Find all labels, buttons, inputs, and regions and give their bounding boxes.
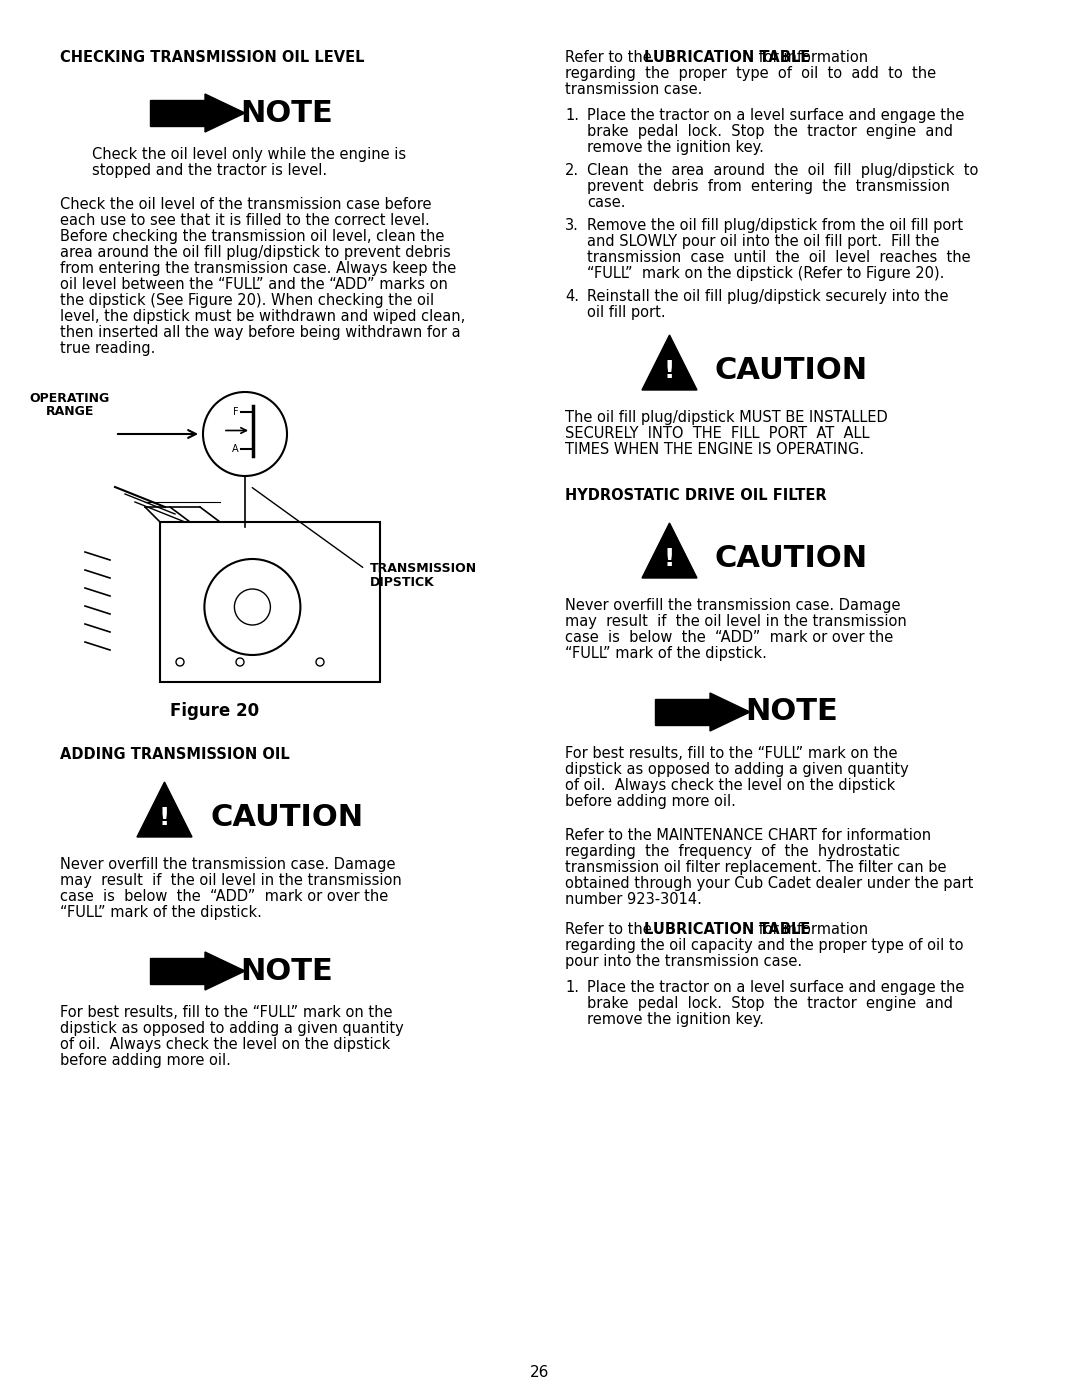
Text: remove the ignition key.: remove the ignition key. — [588, 140, 764, 155]
Text: 1.: 1. — [565, 108, 579, 123]
Text: Refer to the: Refer to the — [565, 922, 657, 937]
Text: 4.: 4. — [565, 289, 579, 305]
Polygon shape — [642, 335, 697, 390]
Text: and SLOWLY pour oil into the oil fill port.  Fill the: and SLOWLY pour oil into the oil fill po… — [588, 235, 940, 249]
Text: dipstick as opposed to adding a given quantity: dipstick as opposed to adding a given qu… — [565, 761, 908, 777]
Text: 3.: 3. — [565, 218, 579, 233]
Text: “FULL” mark of the dipstick.: “FULL” mark of the dipstick. — [60, 905, 261, 921]
Text: Refer to the MAINTENANCE CHART for information: Refer to the MAINTENANCE CHART for infor… — [565, 828, 931, 842]
Text: Check the oil level only while the engine is: Check the oil level only while the engin… — [92, 147, 406, 162]
Bar — [150, 958, 205, 983]
Text: number 923-3014.: number 923-3014. — [565, 893, 702, 907]
Bar — [150, 101, 205, 126]
Text: for information: for information — [754, 922, 868, 937]
Text: Place the tractor on a level surface and engage the: Place the tractor on a level surface and… — [588, 981, 964, 995]
Text: of oil.  Always check the level on the dipstick: of oil. Always check the level on the di… — [565, 778, 895, 793]
Text: Before checking the transmission oil level, clean the: Before checking the transmission oil lev… — [60, 229, 444, 244]
Text: OPERATING: OPERATING — [30, 393, 110, 405]
Text: NOTE: NOTE — [240, 957, 333, 985]
Text: area around the oil fill plug/dipstick to prevent debris: area around the oil fill plug/dipstick t… — [60, 244, 450, 260]
Text: oil fill port.: oil fill port. — [588, 305, 665, 320]
Text: 1.: 1. — [565, 981, 579, 995]
Text: TIMES WHEN THE ENGINE IS OPERATING.: TIMES WHEN THE ENGINE IS OPERATING. — [565, 441, 864, 457]
Text: dipstick as opposed to adding a given quantity: dipstick as opposed to adding a given qu… — [60, 1021, 404, 1037]
Text: regarding the oil capacity and the proper type of oil to: regarding the oil capacity and the prope… — [565, 937, 963, 953]
Text: before adding more oil.: before adding more oil. — [565, 793, 735, 809]
Polygon shape — [137, 782, 192, 837]
Text: brake  pedal  lock.  Stop  the  tractor  engine  and: brake pedal lock. Stop the tractor engin… — [588, 124, 953, 138]
Text: HYDROSTATIC DRIVE OIL FILTER: HYDROSTATIC DRIVE OIL FILTER — [565, 488, 826, 503]
Text: the dipstick (See Figure 20). When checking the oil: the dipstick (See Figure 20). When check… — [60, 293, 434, 307]
Text: The oil fill plug/dipstick MUST BE INSTALLED: The oil fill plug/dipstick MUST BE INSTA… — [565, 409, 888, 425]
Text: prevent  debris  from  entering  the  transmission: prevent debris from entering the transmi… — [588, 179, 950, 194]
Text: Never overfill the transmission case. Damage: Never overfill the transmission case. Da… — [60, 856, 395, 872]
Text: transmission  case  until  the  oil  level  reaches  the: transmission case until the oil level re… — [588, 250, 971, 265]
Text: stopped and the tractor is level.: stopped and the tractor is level. — [92, 163, 327, 177]
Text: oil level between the “FULL” and the “ADD” marks on: oil level between the “FULL” and the “AD… — [60, 277, 448, 292]
Text: brake  pedal  lock.  Stop  the  tractor  engine  and: brake pedal lock. Stop the tractor engin… — [588, 996, 953, 1011]
Text: case  is  below  the  “ADD”  mark or over the: case is below the “ADD” mark or over the — [60, 888, 388, 904]
Text: “FULL”  mark on the dipstick (Refer to Figure 20).: “FULL” mark on the dipstick (Refer to Fi… — [588, 265, 944, 281]
Text: may  result  if  the oil level in the transmission: may result if the oil level in the trans… — [60, 873, 402, 888]
Text: regarding  the  frequency  of  the  hydrostatic: regarding the frequency of the hydrostat… — [565, 844, 900, 859]
Text: Figure 20: Figure 20 — [171, 703, 259, 719]
Text: A: A — [232, 444, 239, 454]
Text: then inserted all the way before being withdrawn for a: then inserted all the way before being w… — [60, 326, 461, 339]
Text: of oil.  Always check the level on the dipstick: of oil. Always check the level on the di… — [60, 1037, 390, 1052]
Text: from entering the transmission case. Always keep the: from entering the transmission case. Alw… — [60, 261, 456, 277]
Text: obtained through your Cub Cadet dealer under the part: obtained through your Cub Cadet dealer u… — [565, 876, 973, 891]
Bar — [160, 522, 380, 682]
Text: Check the oil level of the transmission case before: Check the oil level of the transmission … — [60, 197, 432, 212]
Text: transmission oil filter replacement. The filter can be: transmission oil filter replacement. The… — [565, 861, 946, 875]
Text: Refer to the: Refer to the — [565, 50, 657, 66]
Text: each use to see that it is filled to the correct level.: each use to see that it is filled to the… — [60, 212, 430, 228]
Text: CAUTION: CAUTION — [715, 356, 868, 386]
Text: remove the ignition key.: remove the ignition key. — [588, 1011, 764, 1027]
Text: !: ! — [159, 806, 171, 830]
Text: may  result  if  the oil level in the transmission: may result if the oil level in the trans… — [565, 615, 907, 629]
Text: level, the dipstick must be withdrawn and wiped clean,: level, the dipstick must be withdrawn an… — [60, 309, 465, 324]
Text: LUBRICATION TABLE: LUBRICATION TABLE — [644, 922, 810, 937]
Text: CAUTION: CAUTION — [715, 545, 868, 573]
Text: 26: 26 — [530, 1365, 550, 1380]
Text: before adding more oil.: before adding more oil. — [60, 1053, 231, 1067]
Text: ADDING TRANSMISSION OIL: ADDING TRANSMISSION OIL — [60, 747, 289, 761]
Text: NOTE: NOTE — [240, 99, 333, 127]
Text: 2.: 2. — [565, 163, 579, 177]
Bar — [654, 698, 710, 725]
Text: DIPSTICK: DIPSTICK — [370, 576, 435, 590]
Text: Remove the oil fill plug/dipstick from the oil fill port: Remove the oil fill plug/dipstick from t… — [588, 218, 963, 233]
Text: Place the tractor on a level surface and engage the: Place the tractor on a level surface and… — [588, 108, 964, 123]
Text: For best results, fill to the “FULL” mark on the: For best results, fill to the “FULL” mar… — [565, 746, 897, 761]
Text: case  is  below  the  “ADD”  mark or over the: case is below the “ADD” mark or over the — [565, 630, 893, 645]
Text: true reading.: true reading. — [60, 341, 156, 356]
Text: “FULL” mark of the dipstick.: “FULL” mark of the dipstick. — [565, 645, 767, 661]
Polygon shape — [205, 951, 245, 990]
Text: !: ! — [664, 359, 675, 383]
Text: pour into the transmission case.: pour into the transmission case. — [565, 954, 802, 970]
Text: TRANSMISSION: TRANSMISSION — [370, 562, 477, 576]
Text: Never overfill the transmission case. Damage: Never overfill the transmission case. Da… — [565, 598, 901, 613]
Text: LUBRICATION TABLE: LUBRICATION TABLE — [644, 50, 810, 66]
Text: For best results, fill to the “FULL” mark on the: For best results, fill to the “FULL” mar… — [60, 1004, 392, 1020]
Text: CHECKING TRANSMISSION OIL LEVEL: CHECKING TRANSMISSION OIL LEVEL — [60, 50, 365, 66]
Polygon shape — [642, 522, 697, 578]
Text: Reinstall the oil fill plug/dipstick securely into the: Reinstall the oil fill plug/dipstick sec… — [588, 289, 948, 305]
Text: transmission case.: transmission case. — [565, 82, 702, 96]
Text: for information: for information — [754, 50, 868, 66]
Text: Clean  the  area  around  the  oil  fill  plug/dipstick  to: Clean the area around the oil fill plug/… — [588, 163, 978, 177]
Polygon shape — [710, 693, 750, 731]
Text: SECURELY  INTO  THE  FILL  PORT  AT  ALL: SECURELY INTO THE FILL PORT AT ALL — [565, 426, 869, 441]
Text: RANGE: RANGE — [45, 405, 94, 418]
Text: F: F — [233, 407, 239, 416]
Text: !: ! — [664, 546, 675, 571]
Text: NOTE: NOTE — [745, 697, 838, 726]
Text: regarding  the  proper  type  of  oil  to  add  to  the: regarding the proper type of oil to add … — [565, 66, 936, 81]
Text: case.: case. — [588, 196, 625, 210]
Polygon shape — [205, 94, 245, 131]
Text: CAUTION: CAUTION — [210, 803, 363, 833]
